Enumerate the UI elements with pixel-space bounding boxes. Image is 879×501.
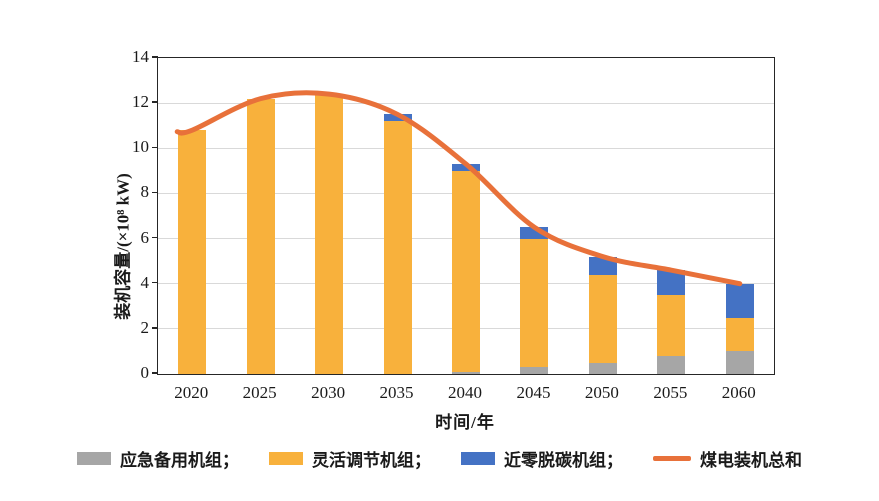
bar-segment — [246, 98, 275, 374]
bar-segment — [657, 355, 686, 374]
y-tick-label: 0 — [140, 363, 150, 382]
legend-swatch-flexible-regulation — [269, 451, 303, 465]
gridline — [158, 102, 774, 104]
legend-label: 煤电装机总和 — [700, 450, 802, 470]
legend-item: 应急备用机组； — [77, 446, 239, 471]
bar-segment — [725, 283, 754, 318]
legend: 应急备用机组； 灵活调节机组； 近零脱碳机组； 煤电装机总和 — [0, 444, 879, 472]
total-line-path — [174, 90, 743, 287]
y-tick-mark — [152, 236, 158, 239]
legend-label: 灵活调节机组； — [312, 450, 431, 470]
bar-segment — [178, 130, 207, 374]
y-tick-mark — [152, 372, 158, 374]
bar-segment — [588, 362, 617, 374]
x-tick-label: 2025 — [242, 383, 277, 402]
y-tick-mark — [152, 191, 158, 194]
legend-item: 煤电装机总和 — [653, 446, 802, 471]
legend-swatch-near-zero-carbon — [461, 451, 495, 465]
x-tick-label: 2030 — [311, 383, 346, 402]
bar-segment — [520, 227, 549, 239]
x-tick-label: 2060 — [721, 383, 756, 402]
bar-segment — [725, 317, 754, 352]
bar-segment — [383, 114, 412, 122]
gridline — [158, 147, 774, 149]
total-line-svg — [174, 90, 743, 287]
y-tick-mark — [152, 146, 158, 149]
y-tick-label: 10 — [132, 137, 149, 157]
legend-swatch-total-line — [653, 455, 691, 461]
plot-area — [157, 57, 775, 375]
x-tick-label: 2020 — [174, 383, 209, 402]
bar-segment — [452, 170, 480, 372]
bar-segment — [725, 351, 754, 374]
bar-segment — [588, 274, 617, 363]
bar-segment — [520, 367, 549, 374]
x-tick-label: 2040 — [447, 383, 482, 402]
x-axis-title: 时间/年 — [435, 413, 495, 432]
y-tick-label: 4 — [140, 272, 150, 292]
legend-label: 近零脱碳机组； — [504, 450, 623, 470]
y-tick-label: 12 — [132, 92, 149, 112]
y-tick-mark — [152, 281, 158, 284]
y-tick-label: 14 — [132, 47, 149, 66]
bar-segment — [657, 295, 686, 356]
bar-segment — [383, 121, 412, 374]
bar-segment — [520, 238, 549, 368]
y-tick-mark — [152, 56, 158, 58]
x-tick-label: 2050 — [584, 383, 619, 402]
y-tick-label: 8 — [140, 182, 150, 202]
y-tick-label: 2 — [140, 317, 150, 337]
x-tick-label: 2055 — [653, 383, 688, 402]
legend-item: 灵活调节机组； — [269, 446, 431, 471]
y-tick-mark — [152, 327, 158, 329]
legend-swatch-emergency-backup — [77, 451, 111, 465]
legend-item: 近零脱碳机组； — [461, 446, 623, 471]
x-tick-label: 2045 — [516, 383, 551, 402]
bar-segment — [452, 164, 480, 171]
y-tick-label: 6 — [140, 227, 150, 247]
y-tick-mark — [152, 101, 158, 103]
legend-label: 应急备用机组； — [120, 450, 239, 470]
bar-segment — [452, 371, 480, 374]
bar-segment — [315, 94, 344, 374]
x-tick-label: 2035 — [379, 383, 414, 402]
